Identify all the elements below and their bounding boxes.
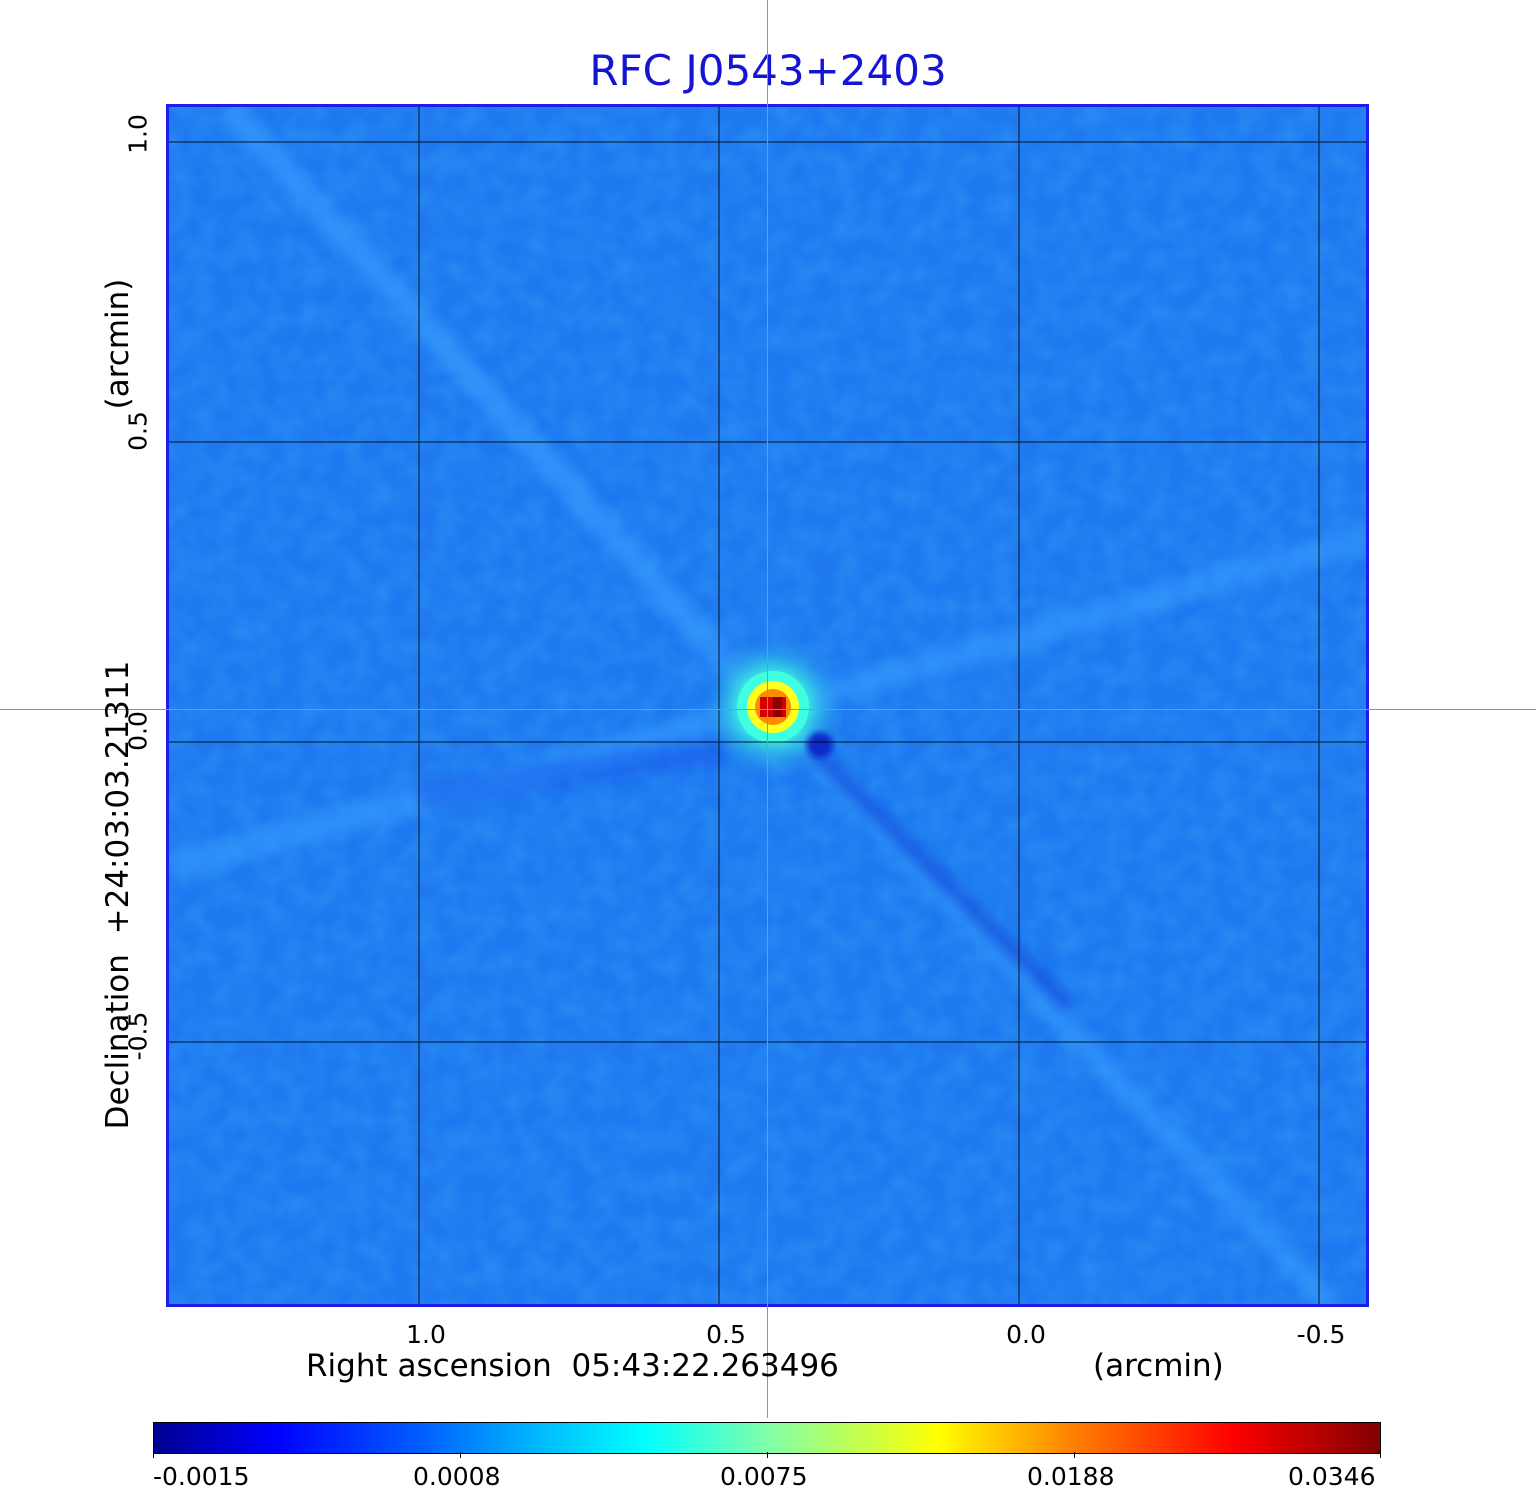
colorbar-tickmark <box>767 1452 768 1458</box>
colorbar-tick-label: 0.0008 <box>413 1462 501 1491</box>
crosshair-horizontal <box>0 709 1536 710</box>
source-glow <box>698 632 848 782</box>
colorbar-tickmark <box>460 1452 461 1458</box>
colorbar-tick-label: -0.0015 <box>153 1462 250 1491</box>
image-title: RFC J0543+2403 <box>589 46 947 95</box>
colorbar-tick-label: 0.0346 <box>1288 1462 1376 1491</box>
ra-axis-label: Right ascension 05:43:22.263496 <box>306 1348 839 1384</box>
dec-axis-unit: (arcmin) <box>100 278 136 410</box>
dec-tick-label: 1.0 <box>123 114 153 154</box>
ra-axis-unit: (arcmin) <box>1093 1348 1224 1384</box>
dec-tick-label: 0.5 <box>123 411 153 451</box>
colorbar-tickmark <box>153 1452 154 1458</box>
ra-tick-label: 1.0 <box>406 1320 446 1349</box>
ra-tick-label: 0.5 <box>706 1320 746 1349</box>
ra-tick-label: 0.0 <box>1006 1320 1046 1349</box>
sidelobe-streaks <box>169 107 1366 1304</box>
colorbar-tick-label: 0.0075 <box>720 1462 808 1491</box>
colorbar <box>153 1422 1381 1454</box>
colorbar-tickmark <box>1074 1452 1075 1458</box>
colorbar-tickmark <box>1380 1452 1381 1458</box>
colorbar-tick-label: 0.0188 <box>1027 1462 1115 1491</box>
ra-tick-label: -0.5 <box>1296 1320 1346 1349</box>
dec-axis-label: Declination +24:03:03.21311 <box>100 660 136 1130</box>
